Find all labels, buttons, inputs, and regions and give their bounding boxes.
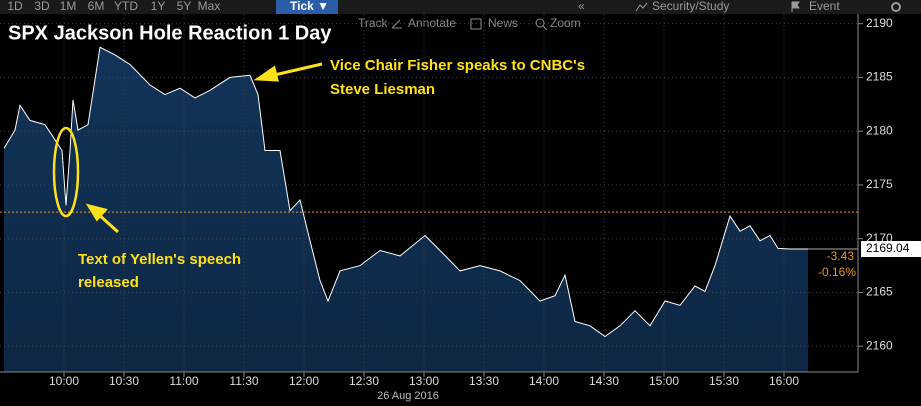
arrow-head [253, 65, 279, 82]
x-tick-label: 11:00 [169, 374, 198, 388]
arrow [96, 212, 120, 234]
change-pct-label: -0.16% [818, 265, 856, 279]
annotation: released [78, 274, 139, 291]
arrow [269, 62, 323, 78]
chart-title: SPX Jackson Hole Reaction 1 Day [8, 22, 332, 44]
tool-button[interactable]: News [488, 16, 518, 30]
toolbar [0, 0, 921, 14]
range-button[interactable]: 6M [88, 0, 105, 13]
x-tick-label: 11:30 [229, 374, 258, 388]
annotate-icon [391, 19, 402, 29]
price-line [3, 46, 808, 338]
annotation: Vice Chair Fisher speaks to CNBC's [330, 57, 585, 74]
x-axis-label: 26 Aug 2016 [377, 390, 439, 402]
zoom-icon [535, 18, 545, 28]
range-button[interactable]: Tick ▼ [290, 0, 329, 13]
y-tick-label: 2190 [866, 16, 893, 30]
annotation: Text of Yellen's speech [78, 251, 241, 268]
x-tick-label: 10:30 [109, 374, 139, 388]
highlight-ellipse [52, 126, 80, 218]
last-price-label: 2169.04 [866, 241, 910, 255]
tool-button[interactable]: Track [358, 16, 389, 30]
event-button[interactable]: Event [809, 0, 840, 13]
y-tick-label: 2180 [866, 123, 893, 137]
range-button[interactable]: 3D [34, 0, 50, 13]
x-tick-label: 12:00 [289, 374, 319, 388]
range-button[interactable]: Max [198, 0, 221, 13]
range-button[interactable]: 1Y [151, 0, 166, 13]
range-button[interactable]: 5Y [177, 0, 192, 13]
area [4, 47, 808, 373]
x-tick-label: 14:30 [589, 374, 619, 388]
y-tick-label: 2175 [866, 177, 893, 191]
settings-icon[interactable] [891, 2, 901, 12]
range-button[interactable]: YTD [114, 0, 138, 13]
y-tick-label: 2165 [866, 285, 893, 299]
x-tick-label: 13:00 [409, 374, 439, 388]
range-button[interactable]: 1M [60, 0, 77, 13]
y-tick-label: 2185 [866, 70, 893, 84]
x-tick-label: 15:00 [649, 374, 679, 388]
tool-button[interactable]: Zoom [550, 16, 581, 30]
arrow-head [85, 203, 108, 222]
annotation: Steve Liesman [330, 81, 435, 98]
x-tick-label: 12:30 [349, 374, 379, 388]
change-label: -3.43 [827, 249, 855, 263]
plot-area: Track Annotate News Zoom [0, 14, 858, 373]
security-button[interactable]: Security/Study [652, 0, 729, 13]
zoom-icon [542, 25, 548, 31]
x-tick-label: 10:00 [49, 374, 79, 388]
annotation-arrows [52, 62, 323, 234]
tool-button[interactable]: Annotate [408, 16, 456, 30]
news-icon [470, 18, 482, 30]
range-button[interactable]: 1D [7, 0, 23, 13]
last-price-box [861, 241, 921, 258]
collapse-button[interactable]: « [578, 0, 585, 13]
active-range [276, 0, 338, 14]
x-tick-label: 13:30 [469, 374, 499, 388]
event-icon [791, 1, 800, 12]
x-tick-label: 15:30 [709, 374, 739, 388]
x-tick-label: 14:00 [529, 374, 559, 388]
y-tick-label: 2160 [866, 338, 893, 352]
x-tick-label: 16:00 [769, 374, 799, 388]
security-icon [635, 2, 648, 12]
